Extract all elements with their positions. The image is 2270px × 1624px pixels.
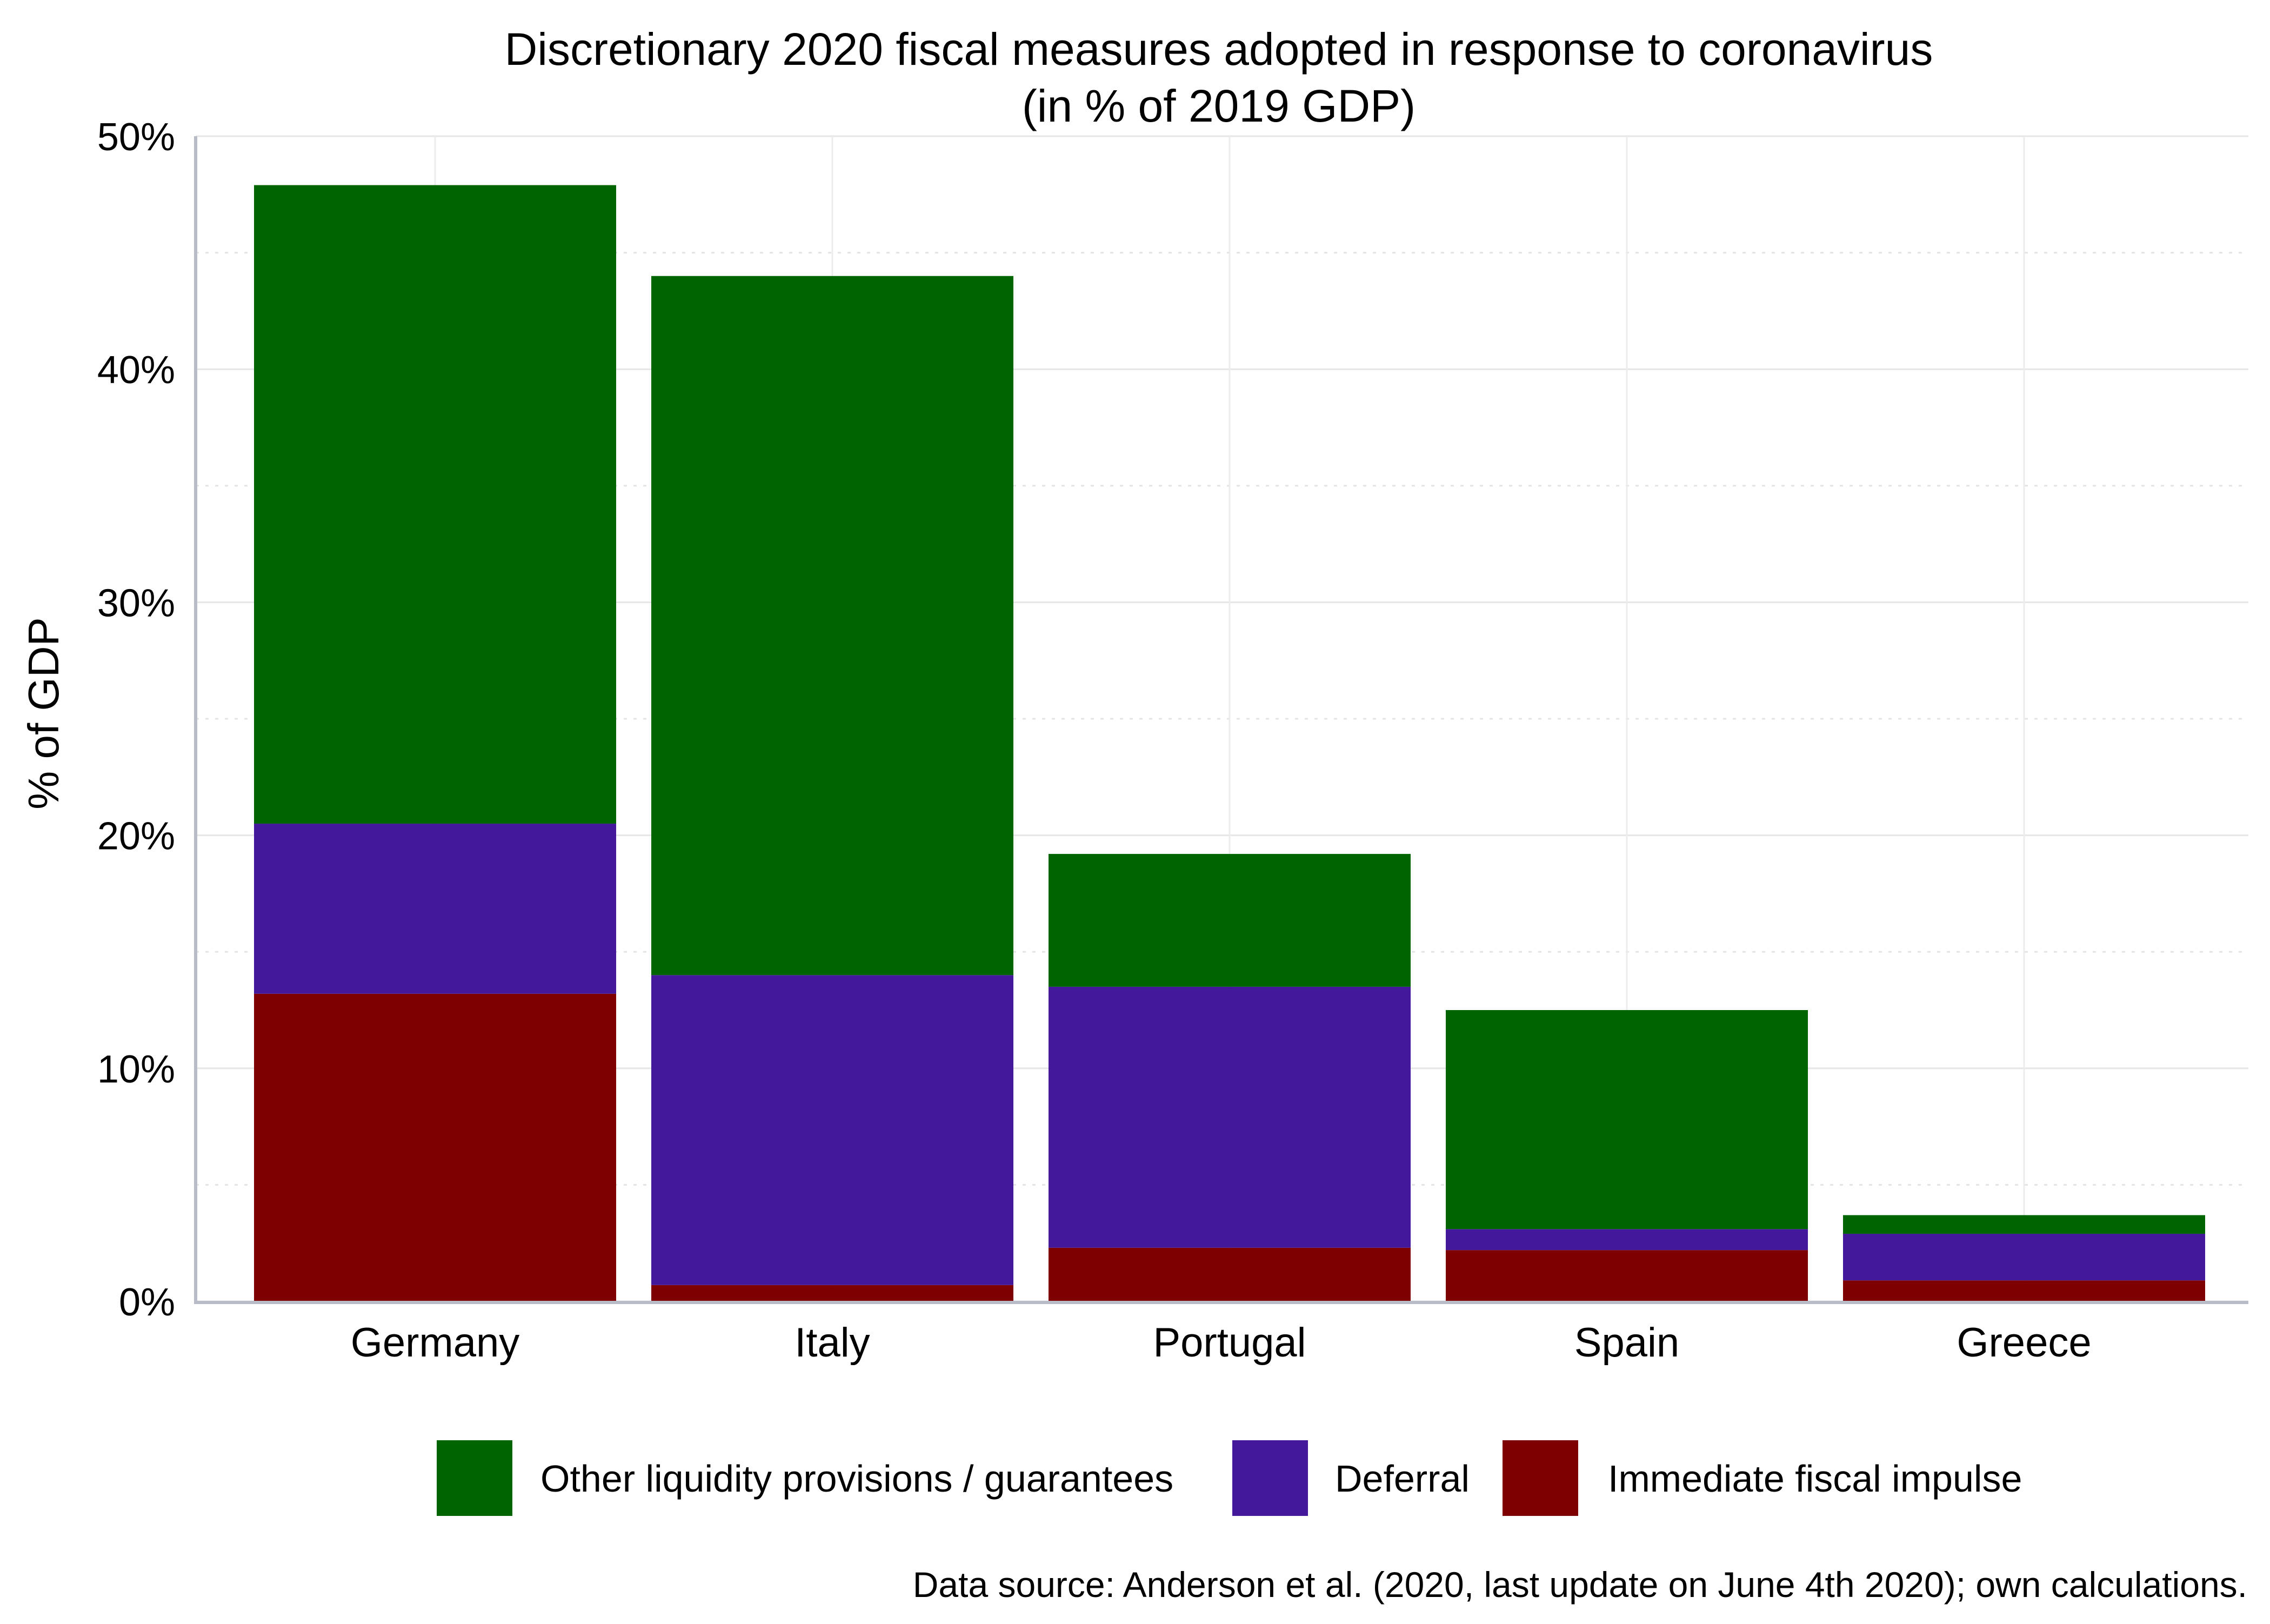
y-tick-label: 50% xyxy=(97,116,175,159)
legend: Other liquidity provisions / guarantees D… xyxy=(437,1440,2022,1516)
axis-layer: 0% 10% 20% 30% 40% 50% Germany Italy Portugal Spa… xyxy=(97,116,2248,1366)
y-tick-label: 30% xyxy=(97,582,175,625)
bar-greece-series-0 xyxy=(1843,1280,2205,1301)
x-tick-label: Germany xyxy=(351,1320,520,1366)
bar-italy-series-1 xyxy=(651,975,1013,1285)
legend-label: Other liquidity provisions / guarantees xyxy=(540,1458,1173,1500)
bar-greece-series-1 xyxy=(1843,1233,2205,1281)
bars-layer xyxy=(254,185,2205,1301)
bar-germany-series-2 xyxy=(254,185,616,824)
chart-subtitle: (in % of 2019 GDP) xyxy=(1022,81,1416,131)
bar-spain-series-2 xyxy=(1446,1010,1808,1229)
x-tick-label: Italy xyxy=(794,1320,870,1366)
bar-greece-series-2 xyxy=(1843,1215,2205,1234)
y-tick-label: 20% xyxy=(97,815,175,858)
y-axis-label: % of GDP xyxy=(19,617,68,810)
bar-portugal-series-0 xyxy=(1049,1247,1411,1301)
bar-italy-series-0 xyxy=(651,1285,1013,1301)
y-tick-label: 10% xyxy=(97,1048,175,1091)
bar-spain-series-1 xyxy=(1446,1229,1808,1251)
bar-spain-series-0 xyxy=(1446,1250,1808,1301)
x-tick-label: Greece xyxy=(1957,1320,2091,1366)
legend-swatch xyxy=(1232,1440,1308,1516)
y-tick-label: 0% xyxy=(119,1281,175,1324)
legend-swatch xyxy=(1503,1440,1578,1516)
bar-portugal-series-1 xyxy=(1049,986,1411,1248)
chart-title: Discretionary 2020 fiscal measures adopt… xyxy=(505,24,1933,75)
source-note: Data source: Anderson et al. (2020, last… xyxy=(913,1565,2247,1605)
bar-portugal-series-2 xyxy=(1049,854,1411,987)
x-tick-label: Spain xyxy=(1574,1320,1679,1366)
bar-germany-series-0 xyxy=(254,993,616,1301)
legend-swatch xyxy=(437,1440,512,1516)
legend-label: Immediate fiscal impulse xyxy=(1608,1458,2022,1500)
x-tick-label: Portugal xyxy=(1153,1320,1306,1366)
bar-italy-series-2 xyxy=(651,276,1013,975)
legend-label: Deferral xyxy=(1335,1458,1470,1500)
y-tick-label: 40% xyxy=(97,349,175,392)
text-layer: Discretionary 2020 fiscal measures adopt… xyxy=(19,24,2247,1605)
bar-germany-series-1 xyxy=(254,824,616,994)
